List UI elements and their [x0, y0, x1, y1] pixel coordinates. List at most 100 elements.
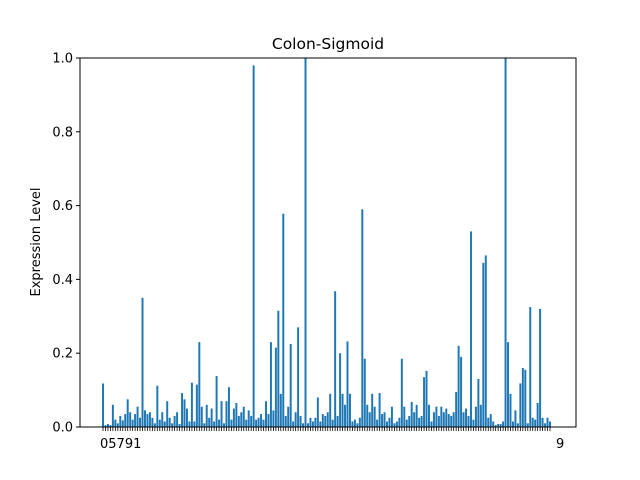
bar	[428, 404, 430, 427]
bar	[200, 406, 203, 427]
bar	[544, 423, 547, 427]
bar	[282, 213, 285, 427]
bar	[541, 417, 544, 427]
bar	[484, 255, 487, 427]
y-tick-label: 0.8	[52, 125, 73, 140]
bar	[198, 342, 201, 427]
bar	[415, 404, 418, 427]
bar	[432, 412, 435, 427]
bar	[134, 414, 137, 427]
bar	[247, 410, 250, 427]
bar	[324, 415, 327, 427]
bar	[469, 231, 472, 427]
bar	[465, 408, 468, 427]
bar	[302, 423, 305, 427]
bar	[460, 356, 463, 427]
bar	[311, 421, 314, 427]
bar	[437, 415, 440, 427]
bar	[306, 423, 309, 427]
bar	[519, 383, 522, 427]
bar	[163, 421, 166, 427]
bar	[366, 404, 369, 427]
bar	[210, 408, 213, 427]
bar	[331, 419, 334, 427]
bar	[158, 419, 161, 427]
bar	[539, 308, 542, 427]
bar	[457, 345, 460, 427]
bar	[502, 421, 505, 427]
bar	[361, 209, 364, 427]
bar	[119, 415, 122, 427]
x-tick-labels: 05791	[100, 437, 141, 452]
bar	[450, 415, 453, 427]
bar	[250, 415, 253, 427]
bar	[400, 358, 403, 427]
bar	[410, 401, 413, 427]
bar	[218, 419, 221, 427]
bar	[223, 423, 225, 427]
bar	[509, 393, 512, 427]
bar	[116, 423, 119, 427]
bar	[390, 406, 393, 427]
bar	[193, 421, 196, 427]
bar	[497, 424, 500, 427]
bar	[499, 424, 502, 427]
bar	[319, 421, 322, 427]
bar	[447, 414, 450, 427]
bar	[440, 406, 443, 427]
bar	[526, 423, 529, 427]
bar	[205, 404, 208, 427]
bar	[452, 412, 455, 427]
bar	[353, 419, 356, 427]
bar	[129, 412, 132, 427]
bar	[257, 417, 260, 427]
bar	[277, 310, 280, 427]
bar	[477, 379, 480, 427]
bar	[104, 425, 107, 427]
bar	[190, 382, 193, 427]
bar	[482, 262, 485, 427]
bar	[171, 423, 174, 427]
bar	[131, 419, 134, 427]
bar	[398, 417, 401, 427]
bar	[383, 412, 386, 427]
bar	[304, 58, 307, 427]
y-tick-label: 0.0	[52, 421, 73, 436]
bar	[260, 414, 263, 427]
bar	[363, 358, 366, 427]
bar	[430, 421, 433, 427]
bar	[121, 420, 124, 427]
bar	[356, 423, 359, 427]
bar	[143, 410, 146, 427]
bar	[146, 414, 149, 427]
bar	[109, 425, 112, 427]
bar	[299, 415, 302, 427]
bar	[376, 419, 379, 427]
bar	[227, 387, 230, 427]
bar	[521, 367, 524, 427]
x-axis-ticks	[102, 427, 551, 431]
bar	[388, 417, 391, 427]
bar	[405, 419, 408, 427]
bar	[395, 421, 398, 427]
bar	[487, 417, 490, 427]
bar	[151, 417, 154, 427]
bar	[514, 410, 517, 427]
bar	[536, 403, 539, 427]
bar	[292, 421, 295, 427]
bar	[334, 291, 337, 427]
bar	[511, 421, 514, 427]
bar	[472, 419, 475, 427]
bar	[168, 417, 171, 427]
bar	[425, 370, 428, 427]
bar	[124, 414, 127, 427]
bar	[215, 376, 218, 427]
bar	[203, 423, 206, 427]
y-tick-label: 0.4	[52, 273, 73, 288]
bar	[294, 412, 297, 427]
bar	[262, 419, 265, 427]
bar	[267, 414, 270, 427]
bar	[242, 406, 245, 427]
bar	[208, 417, 211, 427]
